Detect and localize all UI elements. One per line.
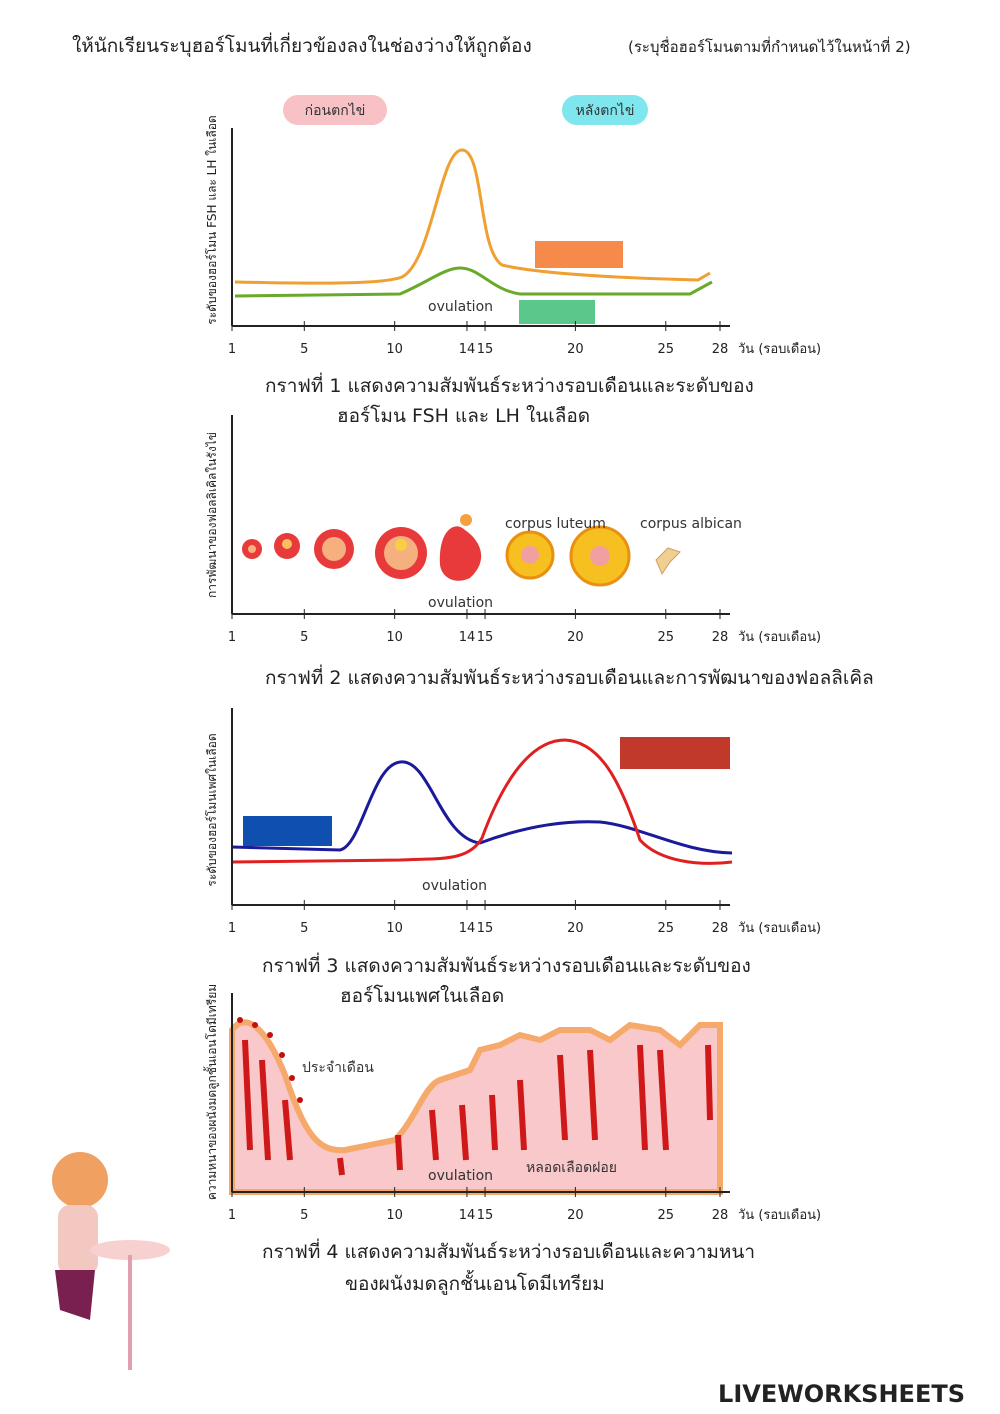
x-tick-label: 1 <box>228 630 236 645</box>
x-tick-label: 25 <box>658 630 675 645</box>
y-axis-label: ระดับของฮอร์โมนเพศในเลือด <box>205 733 219 886</box>
x-tick-label: 20 <box>567 630 584 645</box>
graph-label: ovulation <box>428 1168 493 1184</box>
x-tick-label: 5 <box>300 630 308 645</box>
graph-label: ovulation <box>422 878 487 894</box>
caption: กราฟที่ 1 แสดงความสัมพันธ์ระหว่างรอบเดือ… <box>265 372 754 397</box>
x-tick-label: 15 <box>477 1208 494 1223</box>
endometrium <box>229 1019 723 1195</box>
graph-label: ovulation <box>428 595 493 611</box>
x-tick-label: 10 <box>386 921 403 936</box>
x-tick-label: 10 <box>386 630 403 645</box>
caption: กราฟที่ 4 แสดงความสัมพันธ์ระหว่างรอบเดือ… <box>262 1238 755 1263</box>
x-tick-label: 20 <box>567 1208 584 1223</box>
caption: ของผนังมดลูกชั้นเอนโดมีเทรียม <box>345 1270 605 1295</box>
y-axis-label: ระดับของฮอร์โมน FSH และ LH ในเลือด <box>205 115 219 324</box>
fsh-curve <box>234 266 713 298</box>
x-axis-unit: วัน (รอบเดือน) <box>738 341 821 357</box>
x-tick-label: 25 <box>658 1208 675 1223</box>
answer-box[interactable] <box>620 737 730 769</box>
x-tick-label: 14 <box>459 630 476 645</box>
x-tick-label: 1 <box>228 342 236 357</box>
progesterone-curve <box>231 738 733 865</box>
x-tick-label: 28 <box>712 921 729 936</box>
x-tick-label: 28 <box>712 630 729 645</box>
x-tick-label: 25 <box>658 921 675 936</box>
lh-curve <box>234 148 711 285</box>
y-axis-label: ความหนาของผนังมดลูกชั้นเอนโดมีเทรียม <box>203 984 220 1200</box>
answer-box[interactable] <box>243 816 332 846</box>
pill <box>283 95 387 125</box>
caption: ฮอร์โมนเพศในเลือด <box>340 984 504 1007</box>
x-tick-label: 10 <box>386 1208 403 1223</box>
follicles <box>242 514 681 587</box>
title: ให้นักเรียนระบุฮอร์โมนที่เกี่ยวข้องลงในช… <box>72 32 532 58</box>
x-tick-label: 1 <box>228 1208 236 1223</box>
answer-box[interactable] <box>519 300 595 324</box>
graph-label: corpus albican <box>640 516 742 532</box>
vessels <box>242 1039 713 1176</box>
x-tick-label: 15 <box>477 342 494 357</box>
graph-label: ก่อนตกไข่ <box>305 102 366 119</box>
x-tick-label: 20 <box>567 921 584 936</box>
illustration <box>52 1152 170 1370</box>
caption: กราฟที่ 3 แสดงความสัมพันธ์ระหว่างรอบเดือ… <box>262 952 751 977</box>
x-axis-unit: วัน (รอบเดือน) <box>738 1207 821 1223</box>
x-tick-label: 5 <box>300 342 308 357</box>
x-tick-label: 14 <box>459 1208 476 1223</box>
x-tick-label: 28 <box>712 1208 729 1223</box>
x-tick-label: 15 <box>477 921 494 936</box>
graph-label: หลังตกไข่ <box>576 102 635 119</box>
x-tick-label: 1 <box>228 921 236 936</box>
x-axis-unit: วัน (รอบเดือน) <box>738 629 821 645</box>
graph-label: ประจำเดือน <box>302 1060 374 1076</box>
graph-label: หลอดเลือดฝอย <box>526 1160 617 1176</box>
x-tick-label: 15 <box>477 630 494 645</box>
graph-label: ovulation <box>428 299 493 315</box>
x-tick-label: 28 <box>712 342 729 357</box>
brand: LIVEWORKSHEETS <box>718 1380 965 1408</box>
x-tick-label: 5 <box>300 921 308 936</box>
graph-label: corpus luteum <box>505 516 606 532</box>
x-tick-label: 14 <box>459 342 476 357</box>
x-tick-label: 25 <box>658 342 675 357</box>
answer-box[interactable] <box>535 241 623 268</box>
x-tick-label: 20 <box>567 342 584 357</box>
caption: กราฟที่ 2 แสดงความสัมพันธ์ระหว่างรอบเดือ… <box>265 664 874 689</box>
x-axis-unit: วัน (รอบเดือน) <box>738 920 821 936</box>
caption: ฮอร์โมน FSH และ LH ในเลือด <box>337 404 590 427</box>
menstrual-dots <box>237 1017 303 1103</box>
y-axis-label: การพัฒนาของฟอลลิเคิลในรังไข่ <box>205 432 219 598</box>
pill <box>562 95 648 125</box>
x-tick-label: 5 <box>300 1208 308 1223</box>
x-tick-label: 14 <box>459 921 476 936</box>
note: (ระบุชื่อฮอร์โมนตามที่กำหนดไว้ในหน้าที่ … <box>628 36 911 57</box>
x-tick-label: 10 <box>386 342 403 357</box>
